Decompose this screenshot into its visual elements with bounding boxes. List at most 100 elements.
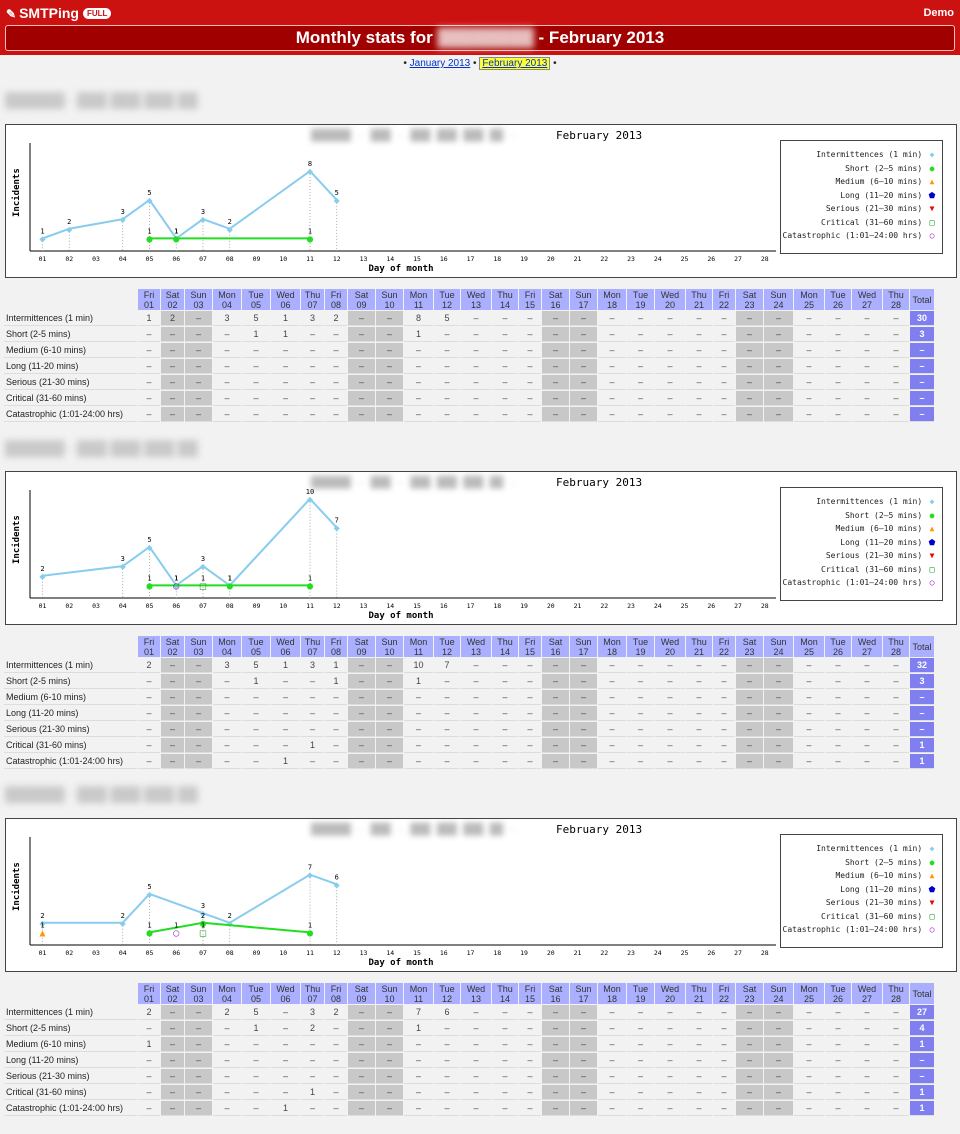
row-label: Short (2-5 mins) [4,674,137,689]
table-cell: – [852,706,882,721]
table-cell: – [519,1053,541,1068]
table-cell: – [598,1005,626,1020]
table-row: Serious (21-30 mins) – – – – – – – – – – – – – – – – – – – –… [4,375,934,390]
table-cell: – [404,690,433,705]
table-cell: – [519,391,541,406]
table-cell: – [627,674,654,689]
table-cell: – [461,754,491,769]
legend-marker-icon: ▼ [929,898,935,907]
table-cell: – [185,1053,212,1068]
day-column-header: Mon 25 [794,636,824,657]
row-total: 27 [910,1005,934,1020]
table-cell: – [542,674,569,689]
table-cell: – [655,343,685,358]
day-column-header: Fri 22 [713,636,735,657]
x-tick-label: 19 [520,255,528,263]
table-cell: – [161,1037,184,1052]
table-cell: – [348,1053,375,1068]
table-cell: – [713,738,735,753]
table-cell: – [794,690,824,705]
table-cell: – [686,706,712,721]
table-cell: – [627,1101,654,1116]
chart-legend: Intermittences (1 min) ◆ Short (2–5 mins)… [780,834,943,948]
legend-entry: Medium (6–10 mins) ▲ [781,175,937,189]
legend-label: Intermittences (1 min) [816,844,927,853]
table-cell: – [852,1053,882,1068]
table-cell: – [434,327,460,342]
table-cell: – [213,327,241,342]
day-column-header: Mon 11 [404,289,433,310]
data-label: 1 [174,227,178,235]
series-line [149,921,311,934]
x-tick-label: 23 [627,949,635,957]
legend-marker-icon: ▲ [929,524,935,533]
month-nav: • January 2013 • February 2013 • [403,57,557,70]
table-cell: – [271,706,300,721]
table-cell: – [852,327,882,342]
row-total: – [910,1053,934,1068]
x-tick-label: 01 [39,255,47,263]
data-point: ◆ [334,196,341,205]
table-cell: – [686,407,712,422]
current-month-link[interactable]: February 2013 [482,58,548,69]
x-tick-label: 20 [547,949,555,957]
table-cell: – [348,407,375,422]
day-column-header: Tue 12 [434,983,460,1004]
table-cell: – [325,690,347,705]
table-cell: 8 [404,311,433,326]
table-cell: – [764,674,793,689]
table-cell: – [764,754,793,769]
table-row: Medium (6-10 mins) 1– – – – – – – – – – – – – – – – – – – – –… [4,1037,934,1052]
row-label: Serious (21-30 mins) [4,722,137,737]
legend-label: Medium (6–10 mins) [835,871,927,880]
table-cell: – [627,738,654,753]
table-cell: – [627,375,654,390]
table-cell: – [242,391,270,406]
day-column-header: Sat 23 [736,289,763,310]
table-cell: – [185,1085,212,1100]
table-cell: – [655,327,685,342]
table-cell: – [404,738,433,753]
legend-label: Serious (21–30 mins) [825,551,927,560]
table-row: Long (11-20 mins) – – – – – – – – – – – – – – – – – – – – – – –… [4,359,934,374]
table-cell: – [301,1053,324,1068]
user-name[interactable]: Demo [923,7,954,19]
table-cell: – [434,1069,460,1084]
table-row: Long (11-20 mins) – – – – – – – – – – – – – – – – – – – – – – –… [4,706,934,721]
table-cell: – [627,327,654,342]
table-cell: 2 [138,658,160,673]
data-label: 5 [147,189,151,197]
data-point: ◆ [120,215,127,224]
table-cell: – [348,658,375,673]
row-total: – [910,690,934,705]
prev-month-link[interactable]: January 2013 [409,58,471,69]
table-cell: – [825,311,851,326]
table-cell: – [686,1021,712,1036]
table-cell: – [883,391,909,406]
table-cell: – [348,1101,375,1116]
current-month[interactable]: February 2013 [479,57,551,70]
x-tick-label: 24 [654,255,662,263]
table-cell: – [161,690,184,705]
row-label: Catastrophic (1:01-24:00 hrs) [4,754,137,769]
table-cell: – [434,407,460,422]
table-cell: – [655,674,685,689]
table-cell: – [242,343,270,358]
table-cell: – [461,407,491,422]
x-tick-label: 03 [92,949,100,957]
table-cell: – [825,690,851,705]
legend-entry: Critical (31–60 mins) □ [781,910,937,924]
table-cell: – [348,327,375,342]
app-logo[interactable]: ✎ SMTPing FULL [6,5,112,21]
table-cell: – [461,1037,491,1052]
row-total: – [910,391,934,406]
table-cell: – [627,311,654,326]
day-column-header: Wed 20 [655,636,685,657]
x-tick-label: 15 [413,602,421,610]
table-cell: – [852,343,882,358]
table-cell: 1 [271,754,300,769]
day-column-header: Sun 24 [764,289,793,310]
data-point: ◆ [146,196,153,205]
day-column-header: Tue 12 [434,636,460,657]
row-total: – [910,375,934,390]
